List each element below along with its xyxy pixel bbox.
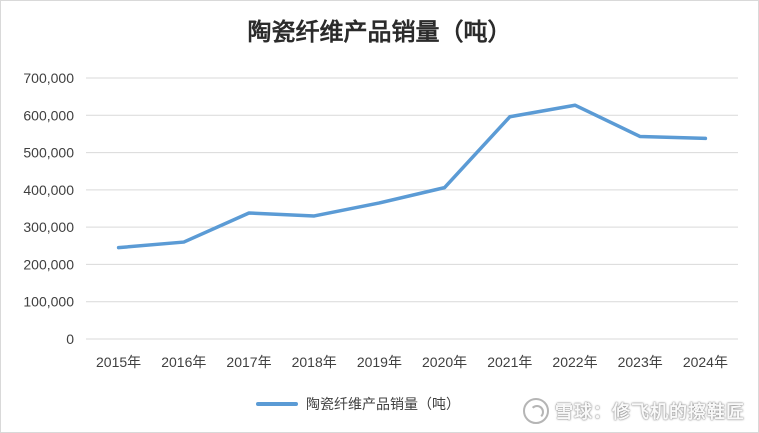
y-tick-label: 300,000	[23, 219, 74, 235]
snowball-logo-icon	[523, 398, 549, 424]
series-group	[116, 103, 708, 250]
x-tick-label: 2019年	[357, 354, 402, 370]
y-tick-label: 100,000	[23, 294, 74, 310]
data-point	[377, 201, 381, 205]
y-tick-label: 200,000	[23, 256, 74, 272]
y-tick-label: 400,000	[23, 182, 74, 198]
x-tick-label: 2022年	[552, 354, 597, 370]
data-point	[638, 135, 642, 139]
legend: 陶瓷纤维产品销量（吨）	[256, 394, 460, 414]
legend-swatch	[256, 402, 298, 406]
legend-label: 陶瓷纤维产品销量（吨）	[306, 397, 460, 413]
x-axis-ticks: 2015年 2016年 2017年 2018年 2019年 2020年 2021年 2022年…	[96, 354, 728, 370]
gridlines	[86, 77, 738, 340]
data-point	[508, 115, 512, 119]
x-tick-label: 2015年	[96, 354, 141, 370]
data-point	[247, 211, 251, 215]
watermark-text: 雪球：修飞机的擦鞋匠	[555, 402, 745, 423]
x-tick-label: 2016年	[161, 354, 206, 370]
y-tick-label: 0	[66, 331, 74, 347]
data-point	[312, 214, 316, 218]
y-tick-label: 500,000	[23, 145, 74, 161]
data-point	[182, 240, 186, 244]
data-point	[443, 186, 447, 190]
data-point	[573, 103, 577, 107]
series-line	[116, 103, 708, 250]
x-tick-label: 2017年	[226, 354, 271, 370]
x-tick-label: 2024年	[683, 354, 728, 370]
watermark: 雪球：修飞机的擦鞋匠	[523, 398, 745, 424]
x-tick-label: 2020年	[422, 354, 467, 370]
x-tick-label: 2023年	[618, 354, 663, 370]
y-axis-ticks: 0 100,000 200,000 300,000 400,000 500,000 600,…	[23, 70, 74, 347]
data-point	[117, 246, 121, 250]
x-tick-label: 2018年	[292, 354, 337, 370]
y-tick-label: 700,000	[23, 70, 74, 86]
data-point	[703, 136, 707, 140]
chart-title: 陶瓷纤维产品销量（吨）	[247, 17, 512, 46]
y-tick-label: 600,000	[23, 107, 74, 123]
x-tick-label: 2021年	[487, 354, 532, 370]
